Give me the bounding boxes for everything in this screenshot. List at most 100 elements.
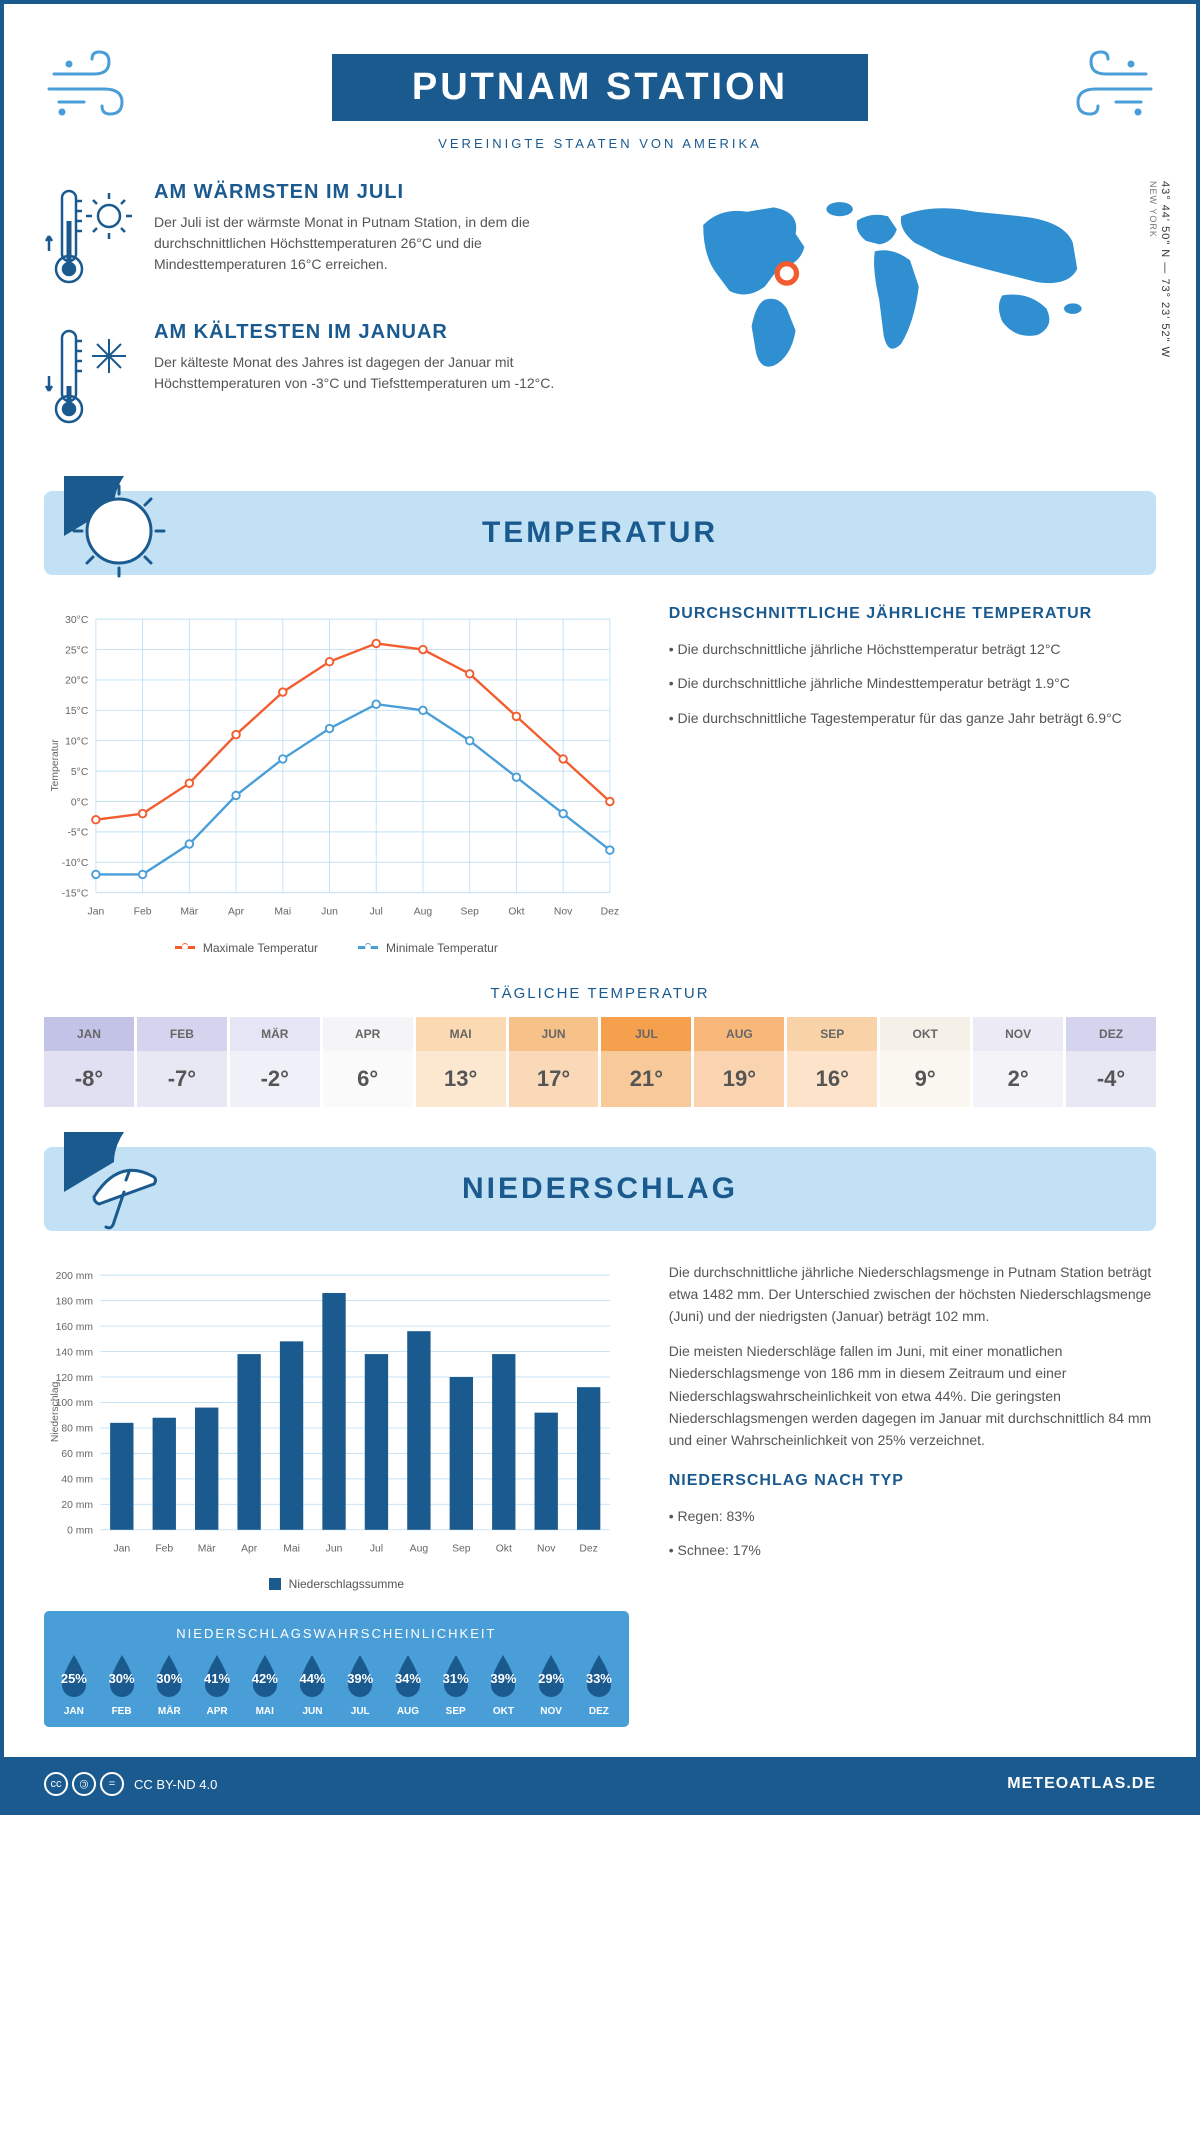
daily-temp-cell: AUG19° (694, 1017, 784, 1107)
daily-temp-cell: MAI13° (416, 1017, 506, 1107)
title-bar: PUTNAM STATION (332, 54, 868, 121)
prob-cell: 25% JAN (52, 1653, 96, 1717)
prob-cell: 39% OKT (482, 1653, 526, 1717)
prob-cell: 29% NOV (529, 1653, 573, 1717)
page-subtitle: VEREINIGTE STAATEN VON AMERIKA (44, 136, 1156, 151)
svg-text:Feb: Feb (155, 1543, 173, 1554)
svg-text:15°C: 15°C (65, 706, 89, 717)
temp-chart-legend: Maximale Temperatur Minimale Temperatur (44, 941, 629, 955)
svg-text:Apr: Apr (241, 1543, 258, 1554)
thermometer-snow-icon (44, 321, 134, 436)
raindrop-icon: 30% (149, 1653, 189, 1701)
precipitation-heading: NIEDERSCHLAG (44, 1172, 1156, 1206)
page-title: PUTNAM STATION (412, 66, 788, 109)
svg-text:20 mm: 20 mm (61, 1500, 93, 1511)
svg-text:30°C: 30°C (65, 615, 89, 626)
svg-text:Aug: Aug (410, 1543, 429, 1554)
prob-cell: 44% JUN (291, 1653, 335, 1717)
svg-text:Dez: Dez (601, 906, 619, 917)
precip-chart-legend: Niederschlagssumme (44, 1577, 629, 1591)
umbrella-icon (64, 1132, 174, 1247)
temp-bullet: • Die durchschnittliche jährliche Höchst… (669, 638, 1156, 660)
raindrop-icon: 39% (340, 1653, 380, 1701)
daily-temp-cell: APR6° (323, 1017, 413, 1107)
world-map (620, 181, 1156, 401)
thermometer-sun-icon (44, 181, 134, 296)
raindrop-icon: 39% (483, 1653, 523, 1701)
daily-temp-cell: JUL21° (601, 1017, 691, 1107)
prob-cell: 30% MÄR (147, 1653, 191, 1717)
svg-text:Jun: Jun (326, 1543, 343, 1554)
daily-temp-table: JAN-8°FEB-7°MÄR-2°APR6°MAI13°JUN17°JUL21… (44, 1017, 1156, 1107)
svg-text:-5°C: -5°C (67, 828, 88, 839)
wind-icon (44, 44, 144, 129)
raindrop-icon: 34% (388, 1653, 428, 1701)
svg-text:Okt: Okt (508, 906, 524, 917)
svg-text:Okt: Okt (496, 1543, 512, 1554)
temperature-banner: TEMPERATUR (44, 491, 1156, 575)
prob-cell: 30% FEB (100, 1653, 144, 1717)
precipitation-bar-chart: 0 mm20 mm40 mm60 mm80 mm100 mm120 mm140 … (44, 1261, 629, 1563)
svg-text:Jul: Jul (370, 1543, 383, 1554)
svg-text:Jul: Jul (370, 906, 383, 917)
temp-bullet: • Die durchschnittliche jährliche Mindes… (669, 672, 1156, 694)
prob-cell: 41% APR (195, 1653, 239, 1717)
raindrop-icon: 44% (292, 1653, 332, 1701)
temp-bullet: • Die durchschnittliche Tagestemperatur … (669, 707, 1156, 729)
svg-text:Niederschlag: Niederschlag (50, 1381, 61, 1442)
svg-text:Mai: Mai (283, 1543, 300, 1554)
precip-type-title: NIEDERSCHLAG NACH TYP (669, 1472, 1156, 1490)
warmest-text: Der Juli ist der wärmste Monat in Putnam… (154, 212, 580, 275)
svg-text:Mär: Mär (198, 1543, 216, 1554)
svg-text:Aug: Aug (414, 906, 433, 917)
legend-precip-label: Niederschlagssumme (289, 1577, 404, 1591)
precipitation-banner: NIEDERSCHLAG (44, 1147, 1156, 1231)
svg-text:10°C: 10°C (65, 736, 89, 747)
legend-min-label: Minimale Temperatur (386, 941, 498, 955)
svg-text:80 mm: 80 mm (61, 1423, 93, 1434)
temp-side-title: DURCHSCHNITTLICHE JÄHRLICHE TEMPERATUR (669, 605, 1156, 623)
coldest-fact: AM KÄLTESTEN IM JANUAR Der kälteste Mona… (44, 321, 580, 436)
prob-cell: 33% DEZ (577, 1653, 621, 1717)
prob-cell: 31% SEP (434, 1653, 478, 1717)
prob-cell: 42% MAI (243, 1653, 287, 1717)
precipitation-probability-bar: NIEDERSCHLAGSWAHRSCHEINLICHKEIT 25% JAN … (44, 1611, 629, 1727)
prob-cell: 39% JUL (338, 1653, 382, 1717)
page-footer: cc 🄯 = CC BY-ND 4.0 METEOATLAS.DE (4, 1757, 1196, 1811)
svg-text:Nov: Nov (537, 1543, 556, 1554)
raindrop-icon: 42% (245, 1653, 285, 1701)
svg-text:Feb: Feb (134, 906, 152, 917)
raindrop-icon: 30% (102, 1653, 142, 1701)
svg-text:Mär: Mär (180, 906, 198, 917)
daily-temp-cell: MÄR-2° (230, 1017, 320, 1107)
svg-text:-15°C: -15°C (62, 888, 89, 899)
svg-text:0°C: 0°C (71, 797, 89, 808)
precip-paragraph: Die meisten Niederschläge fallen im Juni… (669, 1340, 1156, 1452)
warmest-fact: AM WÄRMSTEN IM JULI Der Juli ist der wär… (44, 181, 580, 296)
svg-text:Sep: Sep (460, 906, 479, 917)
warmest-title: AM WÄRMSTEN IM JULI (154, 181, 580, 204)
precip-paragraph: Die durchschnittliche jährliche Niedersc… (669, 1261, 1156, 1328)
daily-temp-cell: JAN-8° (44, 1017, 134, 1107)
overview-section: AM WÄRMSTEN IM JULI Der Juli ist der wär… (44, 181, 1156, 461)
legend-max-label: Maximale Temperatur (203, 941, 318, 955)
raindrop-icon: 33% (579, 1653, 619, 1701)
svg-text:Mai: Mai (274, 906, 291, 917)
daily-temp-title: TÄGLICHE TEMPERATUR (44, 985, 1156, 1002)
daily-temp-cell: DEZ-4° (1066, 1017, 1156, 1107)
svg-text:120 mm: 120 mm (56, 1372, 93, 1383)
raindrop-icon: 41% (197, 1653, 237, 1701)
svg-text:180 mm: 180 mm (56, 1296, 93, 1307)
coordinates: 43° 44' 50" N — 73° 23' 52" W NEW YORK (1147, 181, 1171, 358)
raindrop-icon: 29% (531, 1653, 571, 1701)
raindrop-icon: 25% (54, 1653, 94, 1701)
svg-text:100 mm: 100 mm (56, 1398, 93, 1409)
svg-text:Jun: Jun (321, 906, 338, 917)
daily-temp-cell: SEP16° (787, 1017, 877, 1107)
svg-text:60 mm: 60 mm (61, 1449, 93, 1460)
svg-text:Jan: Jan (113, 1543, 130, 1554)
coldest-text: Der kälteste Monat des Jahres ist dagege… (154, 352, 580, 394)
svg-text:Apr: Apr (228, 906, 245, 917)
cc-license-icons: cc 🄯 = (44, 1772, 124, 1796)
daily-temp-cell: JUN17° (509, 1017, 599, 1107)
